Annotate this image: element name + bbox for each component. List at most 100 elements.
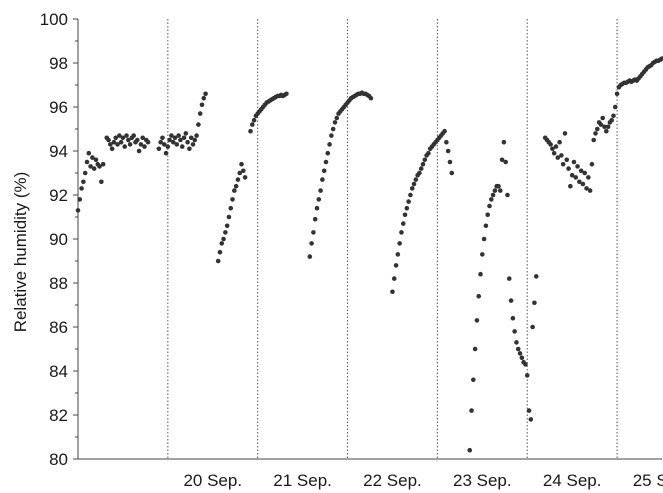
data-point-0-181 [483, 223, 489, 229]
data-point-0-169 [445, 148, 451, 154]
y-tick-label-86: 86 [49, 318, 68, 337]
data-point-0-82 [248, 128, 253, 134]
y-axis-title: Relative humidity (%) [11, 172, 30, 333]
data-point-0-67 [217, 249, 223, 255]
y-axis-ticks: 80 82 84 86 88 90 92 94 96 98 100 [40, 10, 78, 469]
data-point-0-84 [251, 117, 257, 123]
data-point-0-43 [163, 150, 169, 156]
data-point-0-102 [284, 91, 289, 97]
data-point-0-9 [91, 166, 97, 171]
data-point-0-173 [469, 408, 474, 413]
data-point-0-35 [140, 135, 145, 141]
data-point-0-26 [124, 133, 129, 138]
data-point-0-191 [501, 139, 507, 145]
data-point-0-116 [330, 126, 336, 132]
data-point-0-41 [160, 135, 165, 141]
data-point-0-40 [158, 139, 163, 145]
data-point-0-183 [487, 203, 492, 209]
data-point-0-182 [485, 212, 491, 218]
y-tick-label-82: 82 [49, 406, 68, 425]
data-point-0-206 [528, 417, 534, 422]
data-point-0-232 [582, 170, 588, 176]
data-point-0-5 [84, 159, 90, 165]
data-point-0-250 [614, 91, 620, 97]
data-point-0-70 [223, 230, 228, 235]
data-point-0-219 [559, 153, 564, 158]
data-point-0-66 [215, 258, 221, 264]
data-point-0-138 [390, 289, 395, 295]
data-point-0-58 [190, 142, 196, 147]
data-point-0-63 [199, 102, 205, 108]
data-point-0-81 [242, 175, 248, 180]
data-point-0-204 [524, 373, 530, 378]
data-point-0-53 [181, 135, 187, 141]
data-point-0-75 [232, 188, 237, 193]
data-point-0-167 [442, 128, 447, 134]
data-points [75, 56, 663, 453]
x-tick-label-0: 20 Sep. [183, 471, 242, 490]
data-point-0-225 [569, 172, 575, 178]
data-point-0-32 [135, 137, 140, 143]
data-point-0-1 [77, 197, 83, 202]
data-point-0-208 [532, 300, 537, 306]
data-point-0-235 [587, 188, 593, 193]
data-point-0-228 [575, 164, 580, 169]
data-point-0-149 [409, 186, 415, 191]
data-point-0-137 [368, 95, 374, 101]
data-point-0-199 [515, 346, 521, 352]
data-point-0-248 [611, 113, 616, 119]
data-point-0-79 [239, 161, 244, 167]
data-point-0-242 [600, 115, 605, 121]
data-point-0-20 [113, 135, 119, 141]
data-point-0-186 [492, 188, 498, 193]
x-tick-label-2: 22 Sep. [363, 471, 422, 490]
data-point-0-27 [126, 137, 131, 143]
data-point-0-139 [391, 276, 397, 281]
data-point-0-77 [235, 177, 241, 182]
data-point-0-12 [97, 164, 102, 169]
data-point-0-236 [589, 161, 595, 167]
day-grid-lines [167, 19, 618, 459]
data-point-0-24 [120, 135, 126, 141]
data-point-0-218 [557, 139, 562, 145]
data-point-0-207 [530, 324, 535, 330]
data-point-0-69 [221, 236, 226, 242]
data-point-0-104 [309, 241, 314, 246]
data-point-0-17 [108, 142, 113, 147]
data-point-0-13 [99, 179, 104, 185]
data-point-0-151 [413, 177, 419, 182]
x-axis-ticks: 20 Sep. 21 Sep. 22 Sep. 23 Sep. 24 Sep. 25 Se… [183, 471, 663, 490]
data-point-0-115 [329, 133, 334, 138]
y-tick-label-88: 88 [49, 274, 68, 293]
data-point-0-38 [145, 139, 151, 145]
data-point-0-57 [188, 135, 194, 141]
data-point-0-42 [161, 142, 167, 147]
data-point-0-217 [555, 155, 561, 160]
data-point-0-83 [250, 122, 255, 127]
y-tick-label-94: 94 [49, 142, 68, 161]
data-point-0-150 [411, 181, 417, 187]
data-point-0-175 [472, 346, 478, 352]
data-point-0-233 [584, 186, 589, 191]
data-point-0-78 [237, 170, 243, 176]
data-point-0-76 [233, 183, 239, 189]
data-point-0-185 [490, 192, 496, 198]
data-point-0-177 [476, 293, 482, 299]
data-point-0-56 [187, 146, 192, 152]
data-point-0-140 [393, 263, 399, 268]
data-point-0-55 [185, 139, 190, 145]
data-point-0-8 [90, 155, 95, 160]
data-point-0-113 [325, 150, 331, 156]
data-point-0-184 [488, 197, 494, 202]
data-point-0-214 [550, 146, 555, 152]
data-point-0-74 [230, 197, 235, 202]
data-point-0-2 [79, 186, 84, 191]
y-tick-label-92: 92 [49, 186, 68, 205]
x-tick-label-4: 24 Sep. [543, 471, 602, 490]
data-point-0-241 [598, 122, 604, 127]
data-point-0-209 [533, 274, 539, 279]
data-point-0-222 [564, 157, 570, 163]
data-point-0-44 [165, 144, 171, 149]
data-point-0-188 [496, 183, 501, 189]
y-tick-label-96: 96 [49, 98, 68, 117]
